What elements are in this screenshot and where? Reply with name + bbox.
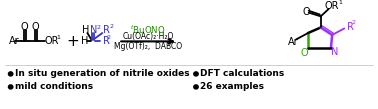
- Text: N: N: [90, 25, 97, 35]
- Text: O: O: [32, 22, 39, 32]
- Text: OR: OR: [45, 36, 59, 46]
- Text: 2: 2: [106, 35, 110, 40]
- Circle shape: [194, 72, 198, 76]
- Text: R: R: [347, 22, 354, 32]
- Text: Mg(OTf)₂,  DABCO: Mg(OTf)₂, DABCO: [114, 43, 182, 51]
- Text: O: O: [300, 48, 308, 58]
- Text: N: N: [331, 47, 339, 57]
- Text: In situ generation of nitrile oxides: In situ generation of nitrile oxides: [15, 69, 189, 78]
- Text: $^{t}$BuONO: $^{t}$BuONO: [130, 23, 166, 36]
- Text: mild conditions: mild conditions: [15, 82, 93, 91]
- Text: Ar: Ar: [288, 37, 298, 47]
- Text: R: R: [103, 36, 110, 46]
- Text: Cu(OAc)₂·H₂O: Cu(OAc)₂·H₂O: [122, 32, 174, 41]
- Text: 26 examples: 26 examples: [200, 82, 264, 91]
- Circle shape: [8, 85, 13, 89]
- Text: R: R: [103, 25, 110, 35]
- Text: 1: 1: [339, 0, 342, 5]
- Text: 1: 1: [56, 35, 60, 40]
- Text: +: +: [66, 34, 79, 49]
- Text: H: H: [82, 25, 89, 35]
- Circle shape: [194, 85, 198, 89]
- Text: 2: 2: [351, 20, 355, 25]
- Text: 2: 2: [96, 25, 100, 30]
- Text: O: O: [21, 22, 28, 32]
- Circle shape: [8, 72, 13, 76]
- Text: 2: 2: [109, 24, 113, 29]
- Text: H: H: [81, 36, 88, 46]
- Text: OR: OR: [324, 1, 339, 11]
- Text: DFT calculations: DFT calculations: [200, 69, 284, 78]
- Text: O: O: [303, 7, 311, 17]
- Text: Ar: Ar: [9, 36, 19, 46]
